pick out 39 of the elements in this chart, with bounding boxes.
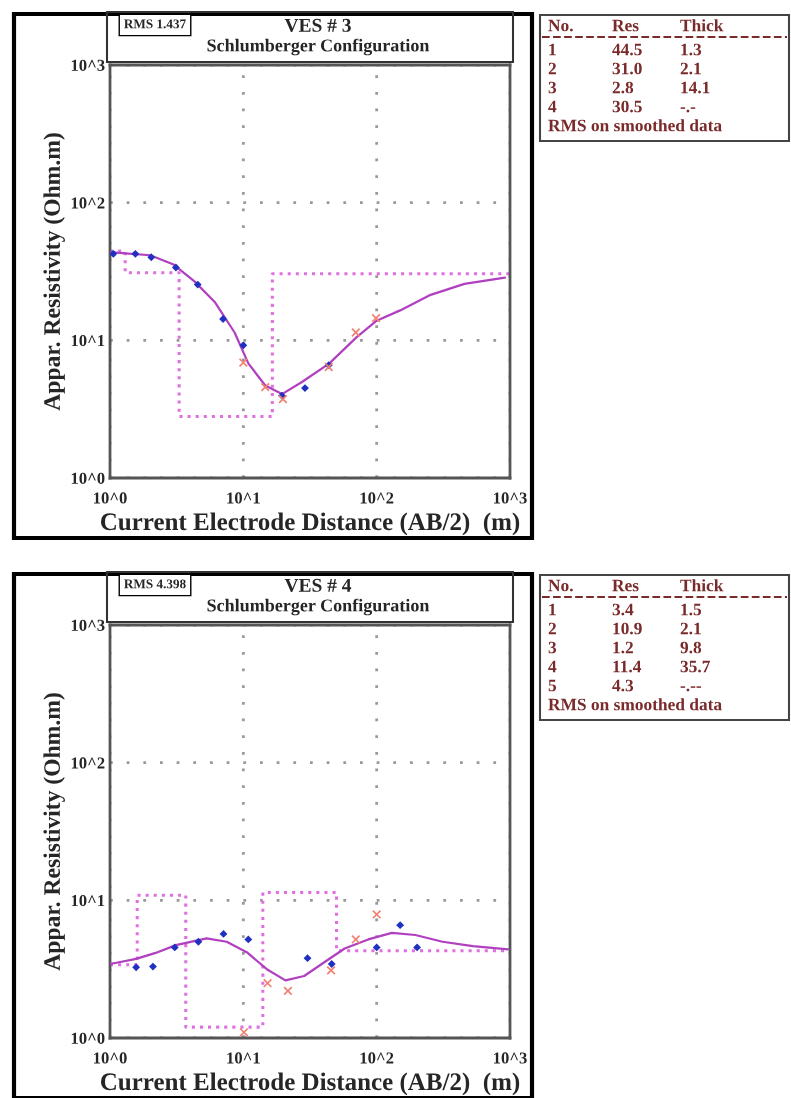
x-tick-label: 10^2	[360, 1052, 394, 1064]
text: No. Res Thick	[548, 19, 724, 32]
y-tick-label: 10^2	[71, 757, 105, 769]
x-axis-title: Current Electrode Distance (AB/2) (m)	[100, 512, 520, 536]
y-tick-label: 10^0	[71, 1032, 105, 1044]
text: 5 4.3 -.--	[548, 679, 702, 692]
x-tick-label: 10^1	[227, 492, 260, 504]
y-tick-label: 10^0	[71, 472, 105, 484]
text: 4 30.5 -.-	[548, 100, 696, 113]
y-tick-label: 10^2	[71, 197, 105, 209]
x-tick-label: 10^3	[493, 492, 527, 504]
y-tick-label: 10^1	[71, 335, 105, 347]
chart-title: VES # 3	[284, 18, 351, 32]
chart-subtitle: Schlumberger Configuration	[207, 598, 430, 616]
chart-title: VES # 4	[284, 578, 352, 592]
text: No. Res Thick	[548, 579, 724, 592]
text: RMS 1.437	[124, 19, 186, 29]
y-tick-label: 10^1	[71, 895, 105, 907]
x-tick-label: 10^3	[493, 1052, 527, 1064]
x-tick-label: 10^0	[93, 492, 127, 504]
text: 3 2.8 14.1	[548, 81, 710, 94]
y-tick-label: 10^3	[71, 619, 105, 631]
y-axis-title: Appar. Resistivity (Ohm.m)	[43, 693, 65, 971]
x-tick-label: 10^2	[360, 492, 394, 504]
y-axis-title: Appar. Resistivity (Ohm.m)	[43, 133, 65, 411]
text: RMS on smoothed data	[548, 698, 722, 711]
text: 1 44.5 1.3	[549, 43, 702, 56]
x-axis-title: Current Electrode Distance (AB/2) (m)	[100, 1072, 520, 1096]
text: 2 10.9 2.1	[548, 622, 701, 635]
x-tick-label: 10^0	[93, 1052, 127, 1064]
text: RMS 4.398	[124, 579, 186, 589]
chart-subtitle: Schlumberger Configuration	[207, 38, 430, 56]
y-tick-label: 10^3	[71, 59, 105, 71]
text: 3 1.2 9.8	[548, 641, 702, 654]
text: 2 31.0 2.1	[548, 62, 701, 75]
text: RMS on smoothed data	[548, 119, 722, 132]
text: 4 11.4 35.7	[548, 660, 710, 673]
x-tick-label: 10^1	[227, 1052, 260, 1064]
text: 1 3.4 1.5	[549, 603, 702, 616]
